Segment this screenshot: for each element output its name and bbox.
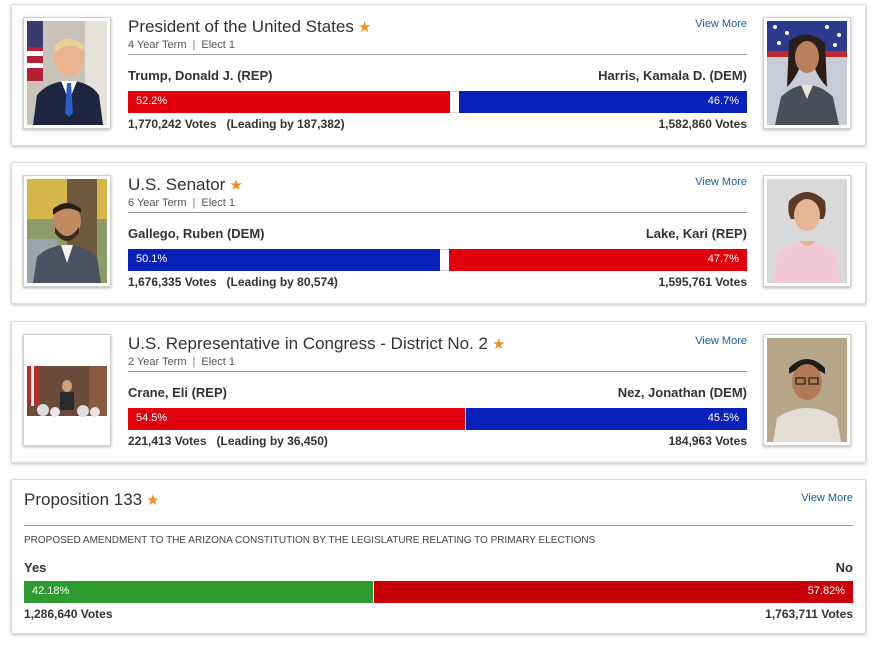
candidate-name-left: Gallego, Ruben (DEM) bbox=[128, 226, 265, 241]
result-bar: 52.2% 46.7% bbox=[128, 91, 747, 113]
result-bar-right: 45.5% bbox=[465, 408, 747, 430]
proposition-card: Proposition 133 ★ View More PROPOSED AMEN… bbox=[11, 479, 866, 634]
result-bar-no: 57.82% bbox=[374, 581, 853, 603]
result-bar-gap bbox=[373, 581, 375, 603]
candidate-photo-lake bbox=[763, 175, 851, 287]
result-bar-gap bbox=[440, 249, 450, 271]
race-card-congress: U.S. Representative in Congress - Distri… bbox=[11, 321, 866, 463]
candidate-photo-gallego bbox=[23, 175, 111, 287]
option-yes-label: Yes bbox=[24, 560, 47, 575]
result-bar-right: 46.7% bbox=[458, 91, 747, 113]
divider bbox=[24, 525, 853, 526]
candidate-photo-trump bbox=[23, 17, 111, 129]
candidate-name-left: Trump, Donald J. (REP) bbox=[128, 68, 273, 83]
star-icon: ★ bbox=[357, 19, 372, 36]
race-title: U.S. Senator ★ bbox=[128, 175, 243, 194]
candidate-photo-nez bbox=[763, 334, 851, 446]
race-card-president: President of the United States ★ 4 Year T… bbox=[11, 4, 866, 146]
result-bar-yes: 42.18% bbox=[24, 581, 374, 603]
proposition-description: PROPOSED AMENDMENT TO THE ARIZONA CONSTI… bbox=[24, 535, 596, 546]
divider bbox=[128, 212, 747, 213]
votes-right: 1,595,761 Votes bbox=[658, 275, 747, 289]
view-more-link[interactable]: View More bbox=[695, 176, 747, 188]
race-title: President of the United States ★ bbox=[128, 17, 372, 36]
result-bar: 42.18% 57.82% bbox=[24, 581, 853, 603]
race-title: U.S. Representative in Congress - Distri… bbox=[128, 334, 506, 353]
result-bar-left: 50.1% bbox=[128, 249, 441, 271]
star-icon: ★ bbox=[491, 336, 506, 353]
result-bar-gap bbox=[449, 91, 459, 113]
race-card-senator: U.S. Senator ★ 6 Year Term | Elect 1 View M… bbox=[11, 162, 866, 304]
votes-no: 1,763,711 Votes bbox=[765, 607, 853, 621]
candidate-name-right: Lake, Kari (REP) bbox=[645, 226, 747, 241]
votes-right: 1,582,860 Votes bbox=[658, 117, 747, 131]
result-bar-left: 52.2% bbox=[128, 91, 450, 113]
option-no-label: No bbox=[835, 560, 853, 575]
result-bar-gap bbox=[464, 408, 466, 430]
view-more-link[interactable]: View More bbox=[801, 492, 853, 504]
view-more-link[interactable]: View More bbox=[695, 18, 747, 30]
race-term: 6 Year Term | Elect 1 bbox=[128, 197, 236, 209]
result-bar: 54.5% 45.5% bbox=[128, 408, 747, 430]
race-term: 4 Year Term | Elect 1 bbox=[128, 39, 236, 51]
divider bbox=[128, 371, 747, 372]
race-term: 2 Year Term | Elect 1 bbox=[128, 356, 236, 368]
star-icon: ★ bbox=[229, 177, 243, 194]
votes-yes: 1,286,640 Votes bbox=[24, 607, 113, 621]
star-icon: ★ bbox=[146, 492, 160, 509]
view-more-link[interactable]: View More bbox=[695, 335, 747, 347]
result-bar-right: 47.7% bbox=[449, 249, 747, 271]
proposition-title: Proposition 133 ★ bbox=[24, 490, 160, 509]
candidate-name-right: Harris, Kamala D. (DEM) bbox=[598, 68, 747, 83]
candidate-name-right: Nez, Jonathan (DEM) bbox=[617, 385, 747, 400]
result-bar-left: 54.5% bbox=[128, 408, 465, 430]
candidate-photo-harris bbox=[763, 17, 851, 129]
votes-right: 184,963 Votes bbox=[668, 434, 748, 448]
candidate-photo-crane bbox=[23, 334, 111, 446]
divider bbox=[128, 54, 747, 55]
candidate-name-left: Crane, Eli (REP) bbox=[128, 385, 227, 400]
votes-left: 221,413 Votes (Leading by 36,450) bbox=[128, 434, 328, 448]
votes-left: 1,770,242 Votes (Leading by 187,382) bbox=[128, 117, 345, 131]
result-bar: 50.1% 47.7% bbox=[128, 249, 747, 271]
votes-left: 1,676,335 Votes (Leading by 80,574) bbox=[128, 275, 338, 289]
